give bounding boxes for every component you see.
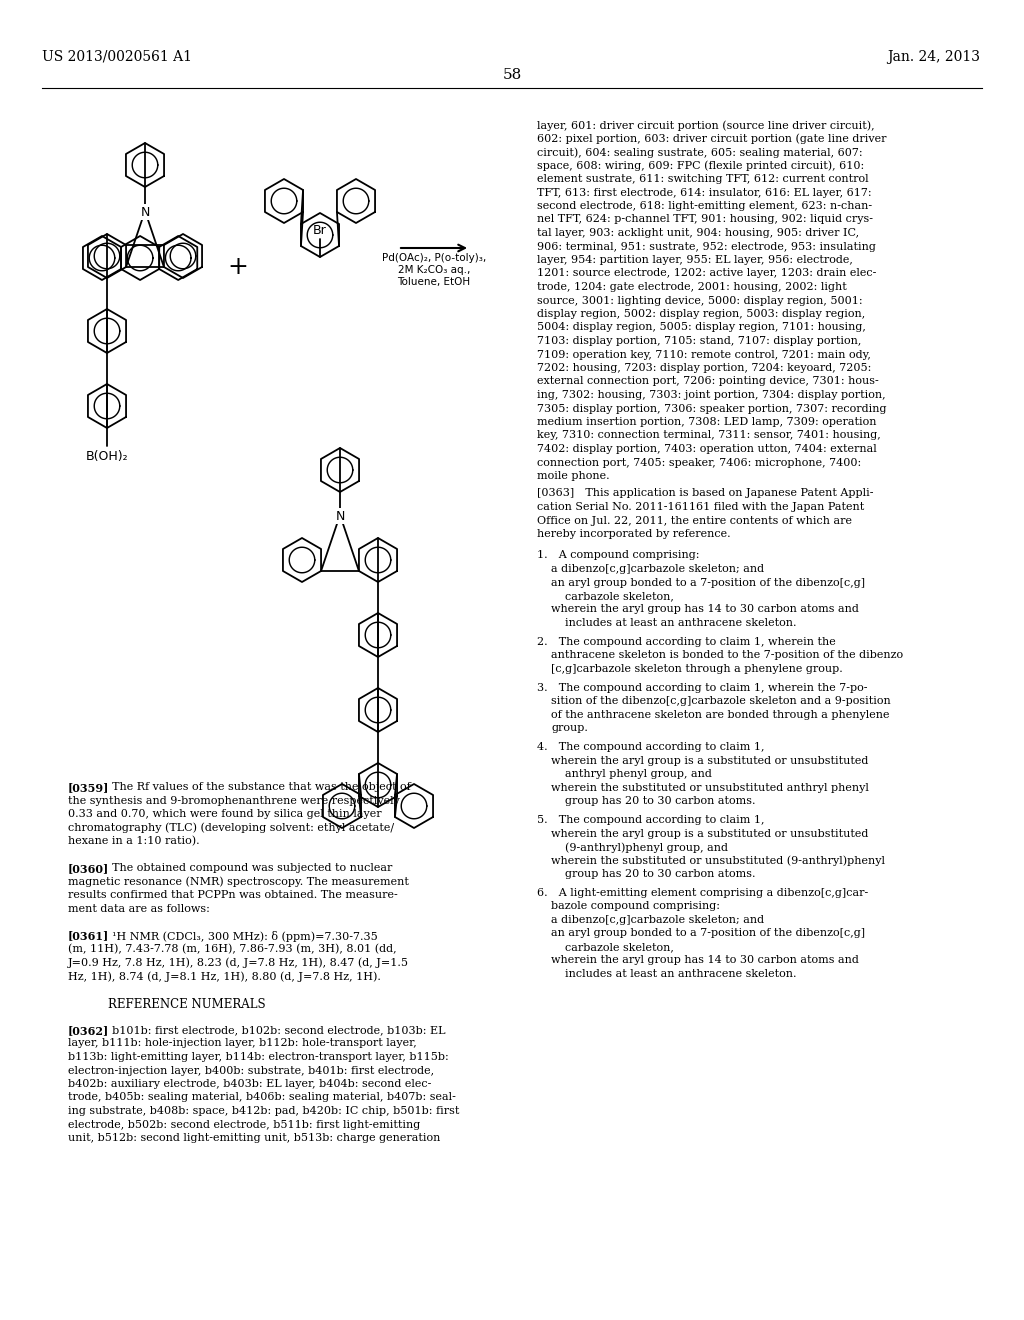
Text: unit, b512b: second light-emitting unit, b513b: charge generation: unit, b512b: second light-emitting unit,… <box>68 1133 440 1143</box>
Text: 58: 58 <box>503 69 521 82</box>
Text: Toluene, EtOH: Toluene, EtOH <box>397 277 471 286</box>
Text: trode, b405b: sealing material, b406b: sealing material, b407b: seal-: trode, b405b: sealing material, b406b: s… <box>68 1093 456 1102</box>
Text: REFERENCE NUMERALS: REFERENCE NUMERALS <box>108 998 265 1011</box>
Text: B(OH)₂: B(OH)₂ <box>86 450 128 463</box>
Text: chromatography (TLC) (developing solvent: ethyl acetate/: chromatography (TLC) (developing solvent… <box>68 822 394 833</box>
Text: a dibenzo[c,g]carbazole skeleton; and: a dibenzo[c,g]carbazole skeleton; and <box>551 564 764 574</box>
Text: ¹H NMR (CDCl₃, 300 MHz): δ (ppm)=7.30-7.35: ¹H NMR (CDCl₃, 300 MHz): δ (ppm)=7.30-7.… <box>101 931 378 941</box>
Text: 7402: display portion, 7403: operation utton, 7404: external: 7402: display portion, 7403: operation u… <box>537 444 877 454</box>
Text: group has 20 to 30 carbon atoms.: group has 20 to 30 carbon atoms. <box>565 796 756 807</box>
Text: ing substrate, b408b: space, b412b: pad, b420b: IC chip, b501b: first: ing substrate, b408b: space, b412b: pad,… <box>68 1106 460 1115</box>
Text: of the anthracene skeleton are bonded through a phenylene: of the anthracene skeleton are bonded th… <box>551 710 890 719</box>
Text: carbazole skeleton,: carbazole skeleton, <box>565 942 674 952</box>
Text: 6. A light-emitting element comprising a dibenzo[c,g]car-: 6. A light-emitting element comprising a… <box>537 888 868 898</box>
Text: ing, 7302: housing, 7303: joint portion, 7304: display portion,: ing, 7302: housing, 7303: joint portion,… <box>537 389 886 400</box>
Text: J=0.9 Hz, 7.8 Hz, 1H), 8.23 (d, J=7.8 Hz, 1H), 8.47 (d, J=1.5: J=0.9 Hz, 7.8 Hz, 1H), 8.23 (d, J=7.8 Hz… <box>68 957 409 968</box>
Text: second electrode, 618: light-emitting element, 623: n-chan-: second electrode, 618: light-emitting el… <box>537 201 872 211</box>
Text: wherein the aryl group has 14 to 30 carbon atoms and: wherein the aryl group has 14 to 30 carb… <box>551 605 859 615</box>
Text: 1. A compound comprising:: 1. A compound comprising: <box>537 550 699 561</box>
Text: medium insertion portion, 7308: LED lamp, 7309: operation: medium insertion portion, 7308: LED lamp… <box>537 417 877 426</box>
Text: hexane in a 1:10 ratio).: hexane in a 1:10 ratio). <box>68 836 200 846</box>
Text: wherein the aryl group has 14 to 30 carbon atoms and: wherein the aryl group has 14 to 30 carb… <box>551 956 859 965</box>
Text: group.: group. <box>551 723 588 734</box>
Text: 2M K₂CO₃ aq.,: 2M K₂CO₃ aq., <box>397 265 470 275</box>
Text: b402b: auxiliary electrode, b403b: EL layer, b404b: second elec-: b402b: auxiliary electrode, b403b: EL la… <box>68 1078 431 1089</box>
Text: [0361]: [0361] <box>68 931 110 941</box>
Text: N: N <box>140 206 150 219</box>
Text: anthracene skeleton is bonded to the 7-position of the dibenzo: anthracene skeleton is bonded to the 7-p… <box>551 651 903 660</box>
Text: (m, 11H), 7.43-7.78 (m, 16H), 7.86-7.93 (m, 3H), 8.01 (dd,: (m, 11H), 7.43-7.78 (m, 16H), 7.86-7.93 … <box>68 944 396 954</box>
Text: connection port, 7405: speaker, 7406: microphone, 7400:: connection port, 7405: speaker, 7406: mi… <box>537 458 861 467</box>
Text: source, 3001: lighting device, 5000: display region, 5001:: source, 3001: lighting device, 5000: dis… <box>537 296 862 305</box>
Text: US 2013/0020561 A1: US 2013/0020561 A1 <box>42 50 193 63</box>
Text: Jan. 24, 2013: Jan. 24, 2013 <box>887 50 980 63</box>
Text: electrode, b502b: second electrode, b511b: first light-emitting: electrode, b502b: second electrode, b511… <box>68 1119 420 1130</box>
Text: layer, 954: partition layer, 955: EL layer, 956: electrode,: layer, 954: partition layer, 955: EL lay… <box>537 255 853 265</box>
Text: a dibenzo[c,g]carbazole skeleton; and: a dibenzo[c,g]carbazole skeleton; and <box>551 915 764 925</box>
Text: tal layer, 903: acklight unit, 904: housing, 905: driver IC,: tal layer, 903: acklight unit, 904: hous… <box>537 228 859 238</box>
Text: [0360]: [0360] <box>68 863 110 874</box>
Text: 1201: source electrode, 1202: active layer, 1203: drain elec-: 1201: source electrode, 1202: active lay… <box>537 268 877 279</box>
Text: Office on Jul. 22, 2011, the entire contents of which are: Office on Jul. 22, 2011, the entire cont… <box>537 516 852 525</box>
Text: circuit), 604: sealing sustrate, 605: sealing material, 607:: circuit), 604: sealing sustrate, 605: se… <box>537 147 862 157</box>
Text: includes at least an anthracene skeleton.: includes at least an anthracene skeleton… <box>565 969 797 979</box>
Text: element sustrate, 611: switching TFT, 612: current control: element sustrate, 611: switching TFT, 61… <box>537 174 868 183</box>
Text: 7103: display portion, 7105: stand, 7107: display portion,: 7103: display portion, 7105: stand, 7107… <box>537 337 861 346</box>
Text: 7305: display portion, 7306: speaker portion, 7307: recording: 7305: display portion, 7306: speaker por… <box>537 404 887 413</box>
Text: +: + <box>227 255 249 279</box>
Text: trode, 1204: gate electrode, 2001: housing, 2002: light: trode, 1204: gate electrode, 2001: housi… <box>537 282 847 292</box>
Text: an aryl group bonded to a 7-position of the dibenzo[c,g]: an aryl group bonded to a 7-position of … <box>551 578 865 587</box>
Text: TFT, 613: first electrode, 614: insulator, 616: EL layer, 617:: TFT, 613: first electrode, 614: insulato… <box>537 187 871 198</box>
Text: wherein the substituted or unsubstituted anthryl phenyl: wherein the substituted or unsubstituted… <box>551 783 869 793</box>
Text: 4. The compound according to claim 1,: 4. The compound according to claim 1, <box>537 742 765 752</box>
Text: group has 20 to 30 carbon atoms.: group has 20 to 30 carbon atoms. <box>565 869 756 879</box>
Text: 5004: display region, 5005: display region, 7101: housing,: 5004: display region, 5005: display regi… <box>537 322 866 333</box>
Text: wherein the aryl group is a substituted or unsubstituted: wherein the aryl group is a substituted … <box>551 755 868 766</box>
Text: [0359]: [0359] <box>68 781 110 793</box>
Text: carbazole skeleton,: carbazole skeleton, <box>565 591 674 601</box>
Text: key, 7310: connection terminal, 7311: sensor, 7401: housing,: key, 7310: connection terminal, 7311: se… <box>537 430 881 441</box>
Text: display region, 5002: display region, 5003: display region,: display region, 5002: display region, 50… <box>537 309 865 319</box>
Text: 2. The compound according to claim 1, wherein the: 2. The compound according to claim 1, wh… <box>537 636 836 647</box>
Text: magnetic resonance (NMR) spectroscopy. The measurement: magnetic resonance (NMR) spectroscopy. T… <box>68 876 409 887</box>
Text: b113b: light-emitting layer, b114b: electron-transport layer, b115b:: b113b: light-emitting layer, b114b: elec… <box>68 1052 449 1063</box>
Text: nel TFT, 624: p-channel TFT, 901: housing, 902: liquid crys-: nel TFT, 624: p-channel TFT, 901: housin… <box>537 214 873 224</box>
Text: anthryl phenyl group, and: anthryl phenyl group, and <box>565 770 712 779</box>
Text: 7202: housing, 7203: display portion, 7204: keyoard, 7205:: 7202: housing, 7203: display portion, 72… <box>537 363 871 374</box>
Text: ment data are as follows:: ment data are as follows: <box>68 903 210 913</box>
Text: 602: pixel portion, 603: driver circuit portion (gate line driver: 602: pixel portion, 603: driver circuit … <box>537 133 887 144</box>
Text: cation Serial No. 2011-161161 filed with the Japan Patent: cation Serial No. 2011-161161 filed with… <box>537 502 864 512</box>
Text: [c,g]carbazole skeleton through a phenylene group.: [c,g]carbazole skeleton through a phenyl… <box>551 664 843 675</box>
Text: includes at least an anthracene skeleton.: includes at least an anthracene skeleton… <box>565 618 797 628</box>
Text: external connection port, 7206: pointing device, 7301: hous-: external connection port, 7206: pointing… <box>537 376 879 387</box>
Text: 5. The compound according to claim 1,: 5. The compound according to claim 1, <box>537 814 765 825</box>
Text: sition of the dibenzo[c,g]carbazole skeleton and a 9-position: sition of the dibenzo[c,g]carbazole skel… <box>551 697 891 706</box>
Text: [0363] This application is based on Japanese Patent Appli-: [0363] This application is based on Japa… <box>537 488 873 499</box>
Text: b101b: first electrode, b102b: second electrode, b103b: EL: b101b: first electrode, b102b: second el… <box>101 1026 445 1035</box>
Text: electron-injection layer, b400b: substrate, b401b: first electrode,: electron-injection layer, b400b: substra… <box>68 1065 434 1076</box>
Text: bazole compound comprising:: bazole compound comprising: <box>551 902 720 912</box>
Text: space, 608: wiring, 609: FPC (flexile printed circuit), 610:: space, 608: wiring, 609: FPC (flexile pr… <box>537 161 864 172</box>
Text: (9-anthryl)phenyl group, and: (9-anthryl)phenyl group, and <box>565 842 728 853</box>
Text: 906: terminal, 951: sustrate, 952: electrode, 953: insulating: 906: terminal, 951: sustrate, 952: elect… <box>537 242 876 252</box>
Text: 7109: operation key, 7110: remote control, 7201: main ody,: 7109: operation key, 7110: remote contro… <box>537 350 870 359</box>
Text: the synthesis and 9-bromophenanthrene were respectively: the synthesis and 9-bromophenanthrene we… <box>68 796 400 805</box>
Text: 0.33 and 0.70, which were found by silica gel thin layer: 0.33 and 0.70, which were found by silic… <box>68 809 382 818</box>
Text: wherein the substituted or unsubstituted (9-anthryl)phenyl: wherein the substituted or unsubstituted… <box>551 855 885 866</box>
Text: Hz, 1H), 8.74 (d, J=8.1 Hz, 1H), 8.80 (d, J=7.8 Hz, 1H).: Hz, 1H), 8.74 (d, J=8.1 Hz, 1H), 8.80 (d… <box>68 972 381 982</box>
Text: an aryl group bonded to a 7-position of the dibenzo[c,g]: an aryl group bonded to a 7-position of … <box>551 928 865 939</box>
Text: N: N <box>335 510 345 523</box>
Text: layer, 601: driver circuit portion (source line driver circuit),: layer, 601: driver circuit portion (sour… <box>537 120 874 131</box>
Text: layer, b111b: hole-injection layer, b112b: hole-transport layer,: layer, b111b: hole-injection layer, b112… <box>68 1039 417 1048</box>
Text: Pd(OAc)₂, P(o-toly)₃,: Pd(OAc)₂, P(o-toly)₃, <box>382 253 486 263</box>
Text: [0362]: [0362] <box>68 1026 110 1036</box>
Text: 3. The compound according to claim 1, wherein the 7-po-: 3. The compound according to claim 1, wh… <box>537 682 867 693</box>
Text: The Rf values of the substance that was the object of: The Rf values of the substance that was … <box>101 781 411 792</box>
Text: The obtained compound was subjected to nuclear: The obtained compound was subjected to n… <box>101 863 392 873</box>
Text: Br: Br <box>313 224 327 238</box>
Text: moile phone.: moile phone. <box>537 471 609 480</box>
Text: wherein the aryl group is a substituted or unsubstituted: wherein the aryl group is a substituted … <box>551 829 868 838</box>
Text: hereby incorporated by reference.: hereby incorporated by reference. <box>537 529 731 539</box>
Text: results confirmed that PCPPn was obtained. The measure-: results confirmed that PCPPn was obtaine… <box>68 890 397 900</box>
